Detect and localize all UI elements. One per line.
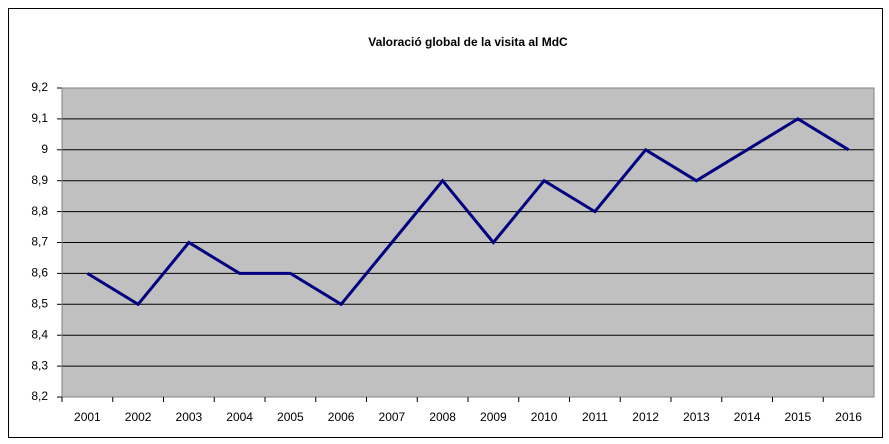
x-tick-label: 2001 — [74, 410, 101, 424]
x-tick-label: 2010 — [531, 410, 558, 424]
y-tick-label: 9 — [41, 142, 48, 156]
y-tick-label: 8,2 — [31, 389, 48, 403]
y-tick-label: 8,4 — [31, 327, 48, 341]
y-tick-label: 8,7 — [31, 235, 48, 249]
x-tick-label: 2003 — [176, 410, 203, 424]
x-tick-label: 2008 — [429, 410, 456, 424]
x-tick-label: 2013 — [683, 410, 710, 424]
x-tick-label: 2002 — [125, 410, 152, 424]
y-tick-label: 8,6 — [31, 266, 48, 280]
x-tick-label: 2007 — [379, 410, 406, 424]
x-tick-label: 2014 — [734, 410, 761, 424]
x-tick-label: 2011 — [582, 410, 608, 424]
x-tick-label: 2006 — [328, 410, 355, 424]
x-tick-label: 2004 — [226, 410, 253, 424]
x-tick-label: 2009 — [480, 410, 507, 424]
chart-title: Valoració global de la visita al MdC — [368, 35, 568, 49]
y-tick-label: 8,3 — [31, 358, 48, 372]
y-tick-label: 9,2 — [31, 80, 48, 94]
data-line — [86, 117, 850, 307]
y-tick-label: 8,9 — [31, 173, 48, 187]
y-tick-label: 9,1 — [31, 111, 48, 125]
x-tick-label: 2005 — [277, 410, 304, 424]
y-tick-label: 8,5 — [31, 296, 48, 310]
x-tick-label: 2015 — [785, 410, 812, 424]
x-tick-label: 2012 — [632, 410, 659, 424]
y-tick-label: 8,8 — [31, 204, 48, 218]
x-tick-label: 2016 — [835, 410, 862, 424]
